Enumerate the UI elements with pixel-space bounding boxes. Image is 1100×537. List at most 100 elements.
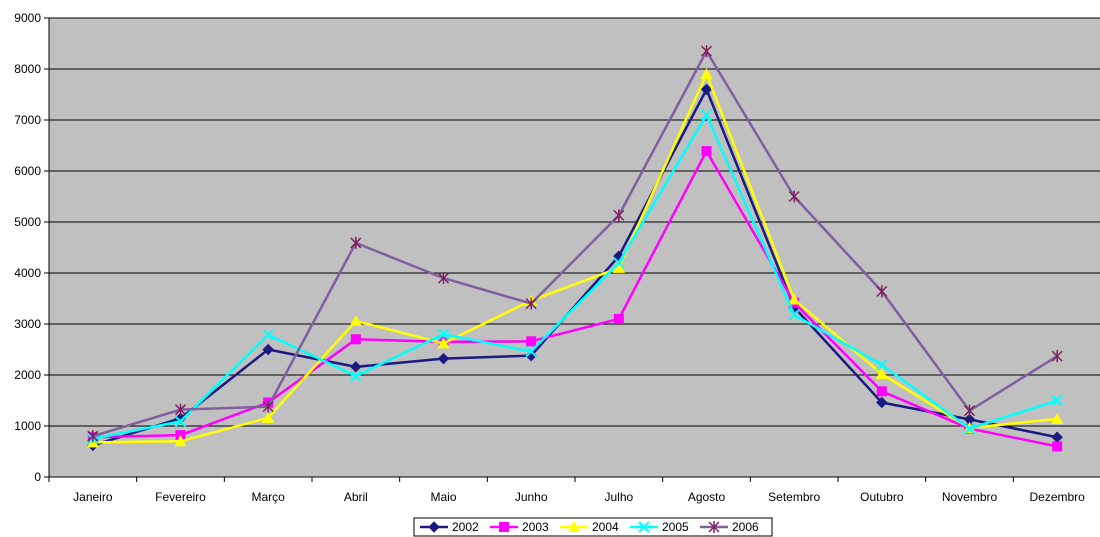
data-point [350,370,362,382]
legend-item-2004: 2004 [560,520,619,534]
data-point [87,430,99,443]
marker-stroke [174,415,187,428]
data-point [612,261,625,273]
gridlines [49,17,1100,427]
data-point [262,411,275,423]
y-tick-label: 1000 [14,419,41,433]
data-point [437,328,450,340]
data-point [437,272,450,285]
x-tick-label: Agosto [688,490,726,504]
data-point [174,403,187,416]
data-point [700,68,713,80]
y-tick-label: 0 [34,470,41,484]
x-tick-label: Novembro [942,490,998,504]
legend-item-2006: 2006 [700,520,759,534]
y-tick-label: 2000 [14,368,41,382]
y-tick-label: 4000 [14,266,41,280]
legend-item-2002: 2002 [420,520,479,534]
legend-item-2003: 2003 [490,520,549,534]
marker-stroke [700,109,713,121]
series-group [86,45,1064,452]
x-tick-label: Abril [344,490,368,504]
series-line-2004 [92,72,1058,444]
data-point [613,209,625,222]
data-point [1051,350,1063,363]
y-tick-label: 5000 [14,215,41,229]
y-tick-label: 6000 [14,164,41,178]
data-point [1051,412,1064,424]
data-point [350,334,361,345]
x-tick-label: Maio [430,490,456,504]
data-point [1051,394,1063,407]
data-point [700,83,713,96]
x-tick-label: Setembro [768,490,820,504]
data-point [175,430,186,441]
data-point [525,345,537,358]
x-tick-label: Outubro [860,490,904,504]
legend-label: 2004 [592,520,619,534]
data-point [613,313,624,324]
x-tick-label: Março [251,490,285,504]
marker-stroke [262,329,274,341]
series-line-2006 [92,49,1058,438]
x-tick-label: Janeiro [73,490,113,504]
legend: 2002 2003 2004 2005 2006 [413,517,773,537]
data-point [788,293,801,305]
legend-label: 2006 [732,520,759,534]
marker-stroke [525,345,537,358]
legend-label: 2005 [662,520,689,534]
marker-stroke [963,422,976,435]
data-point [875,367,888,379]
marker-stroke [788,309,800,321]
axes: 0 1000 2000 3000 4000 5000 6000 7000 8000 9000 Jan… [14,11,1100,504]
data-point [174,435,187,447]
series-line-2005 [92,113,1058,440]
marker-stroke [1051,394,1063,407]
data-point [525,297,537,310]
data-point [437,337,450,349]
data-point [174,415,187,428]
y-tick-label: 3000 [14,317,41,331]
marker-stroke [613,257,625,269]
y-tick-label: 9000 [14,11,41,25]
x-tick-label: Dezembro [1029,490,1085,504]
data-point [876,386,887,397]
data-point [876,396,888,409]
data-point [963,422,976,435]
data-point [788,190,800,203]
data-point [700,45,713,58]
y-tick-label: 7000 [14,113,41,127]
data-point [613,257,625,269]
x-tick-label: Fevereiro [155,490,206,504]
x-tick-label: Julho [604,490,633,504]
legend-marker [428,521,440,533]
data-point [350,361,362,373]
y-tick-label: 8000 [14,62,41,76]
legend-marker [499,522,509,532]
data-point [526,336,537,347]
data-point [437,352,450,365]
marker-stroke [638,521,650,533]
series-2006 [87,45,1063,443]
legend-marker [568,521,580,532]
marker-stroke [350,370,362,382]
data-point [700,109,713,121]
data-point [262,400,274,413]
data-point [701,146,712,157]
legend-item-2005: 2005 [630,520,689,534]
data-point [262,343,274,356]
data-point [1052,441,1063,452]
legend-label: 2003 [522,520,549,534]
legend-marker [638,521,650,533]
series-2005 [87,109,1063,445]
data-point [349,314,362,326]
data-point [963,404,976,417]
x-tick-label: Junho [515,490,548,504]
data-point [350,236,362,249]
marker-stroke [437,328,450,340]
data-point [788,309,800,321]
marker-stroke [876,359,888,371]
data-point [876,285,888,298]
